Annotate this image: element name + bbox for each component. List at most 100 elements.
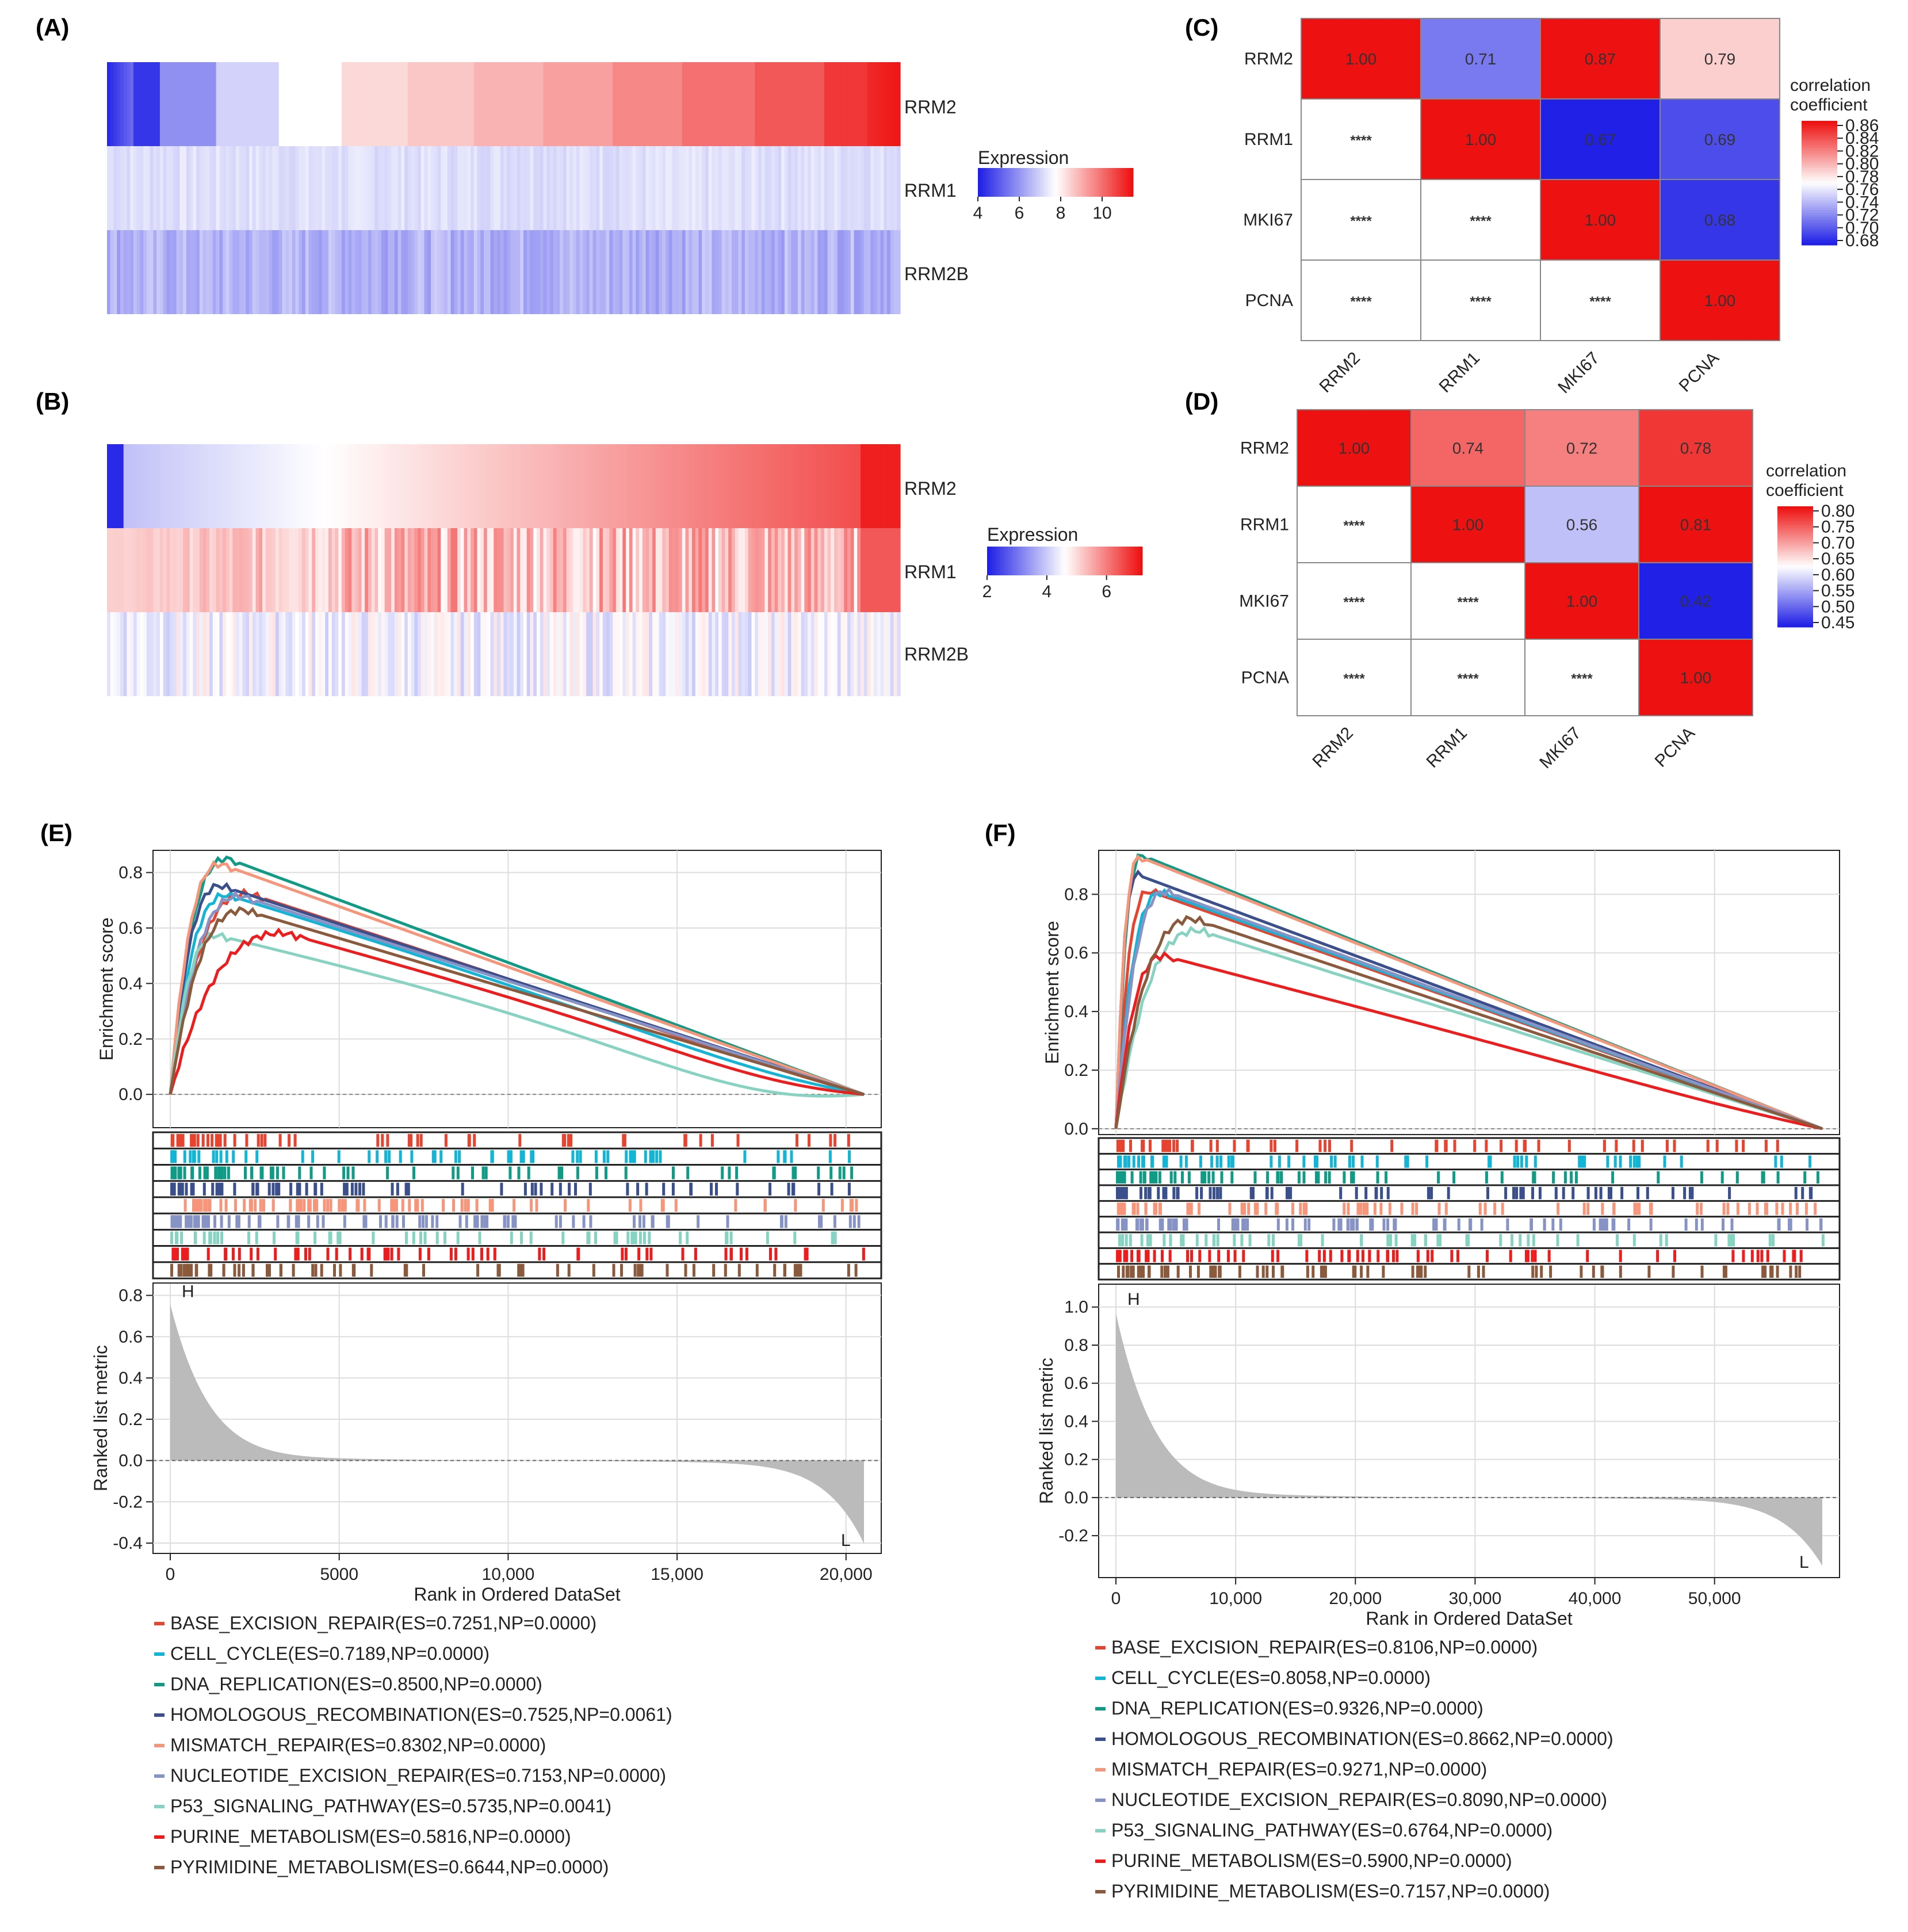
heatmap-cell bbox=[863, 146, 868, 230]
hit-tick bbox=[847, 1134, 850, 1147]
hit-tick bbox=[1246, 1218, 1249, 1231]
heatmap-cell bbox=[675, 62, 679, 146]
heatmap-cell bbox=[484, 528, 488, 612]
heatmap-cell bbox=[500, 528, 504, 612]
heatmap-cell bbox=[371, 230, 376, 314]
hit-tick bbox=[1629, 1155, 1632, 1168]
heatmap-cell bbox=[685, 444, 689, 528]
heatmap-cell bbox=[682, 612, 686, 696]
hit-tick bbox=[1139, 1218, 1142, 1231]
heatmap-cell bbox=[136, 146, 141, 230]
heatmap-cell bbox=[560, 230, 564, 314]
hit-tick bbox=[1160, 1265, 1164, 1278]
heatmap-cell bbox=[668, 444, 673, 528]
heatmap-cell bbox=[113, 612, 117, 696]
heatmap-cell bbox=[810, 444, 815, 528]
heatmap-cell bbox=[877, 230, 881, 314]
hit-tick bbox=[1457, 1218, 1460, 1231]
colorbar-swatch bbox=[1099, 168, 1103, 197]
heatmap-cell bbox=[153, 62, 157, 146]
heatmap-cell bbox=[880, 612, 884, 696]
heatmap-cell bbox=[202, 528, 207, 612]
heatmap-cell bbox=[857, 444, 861, 528]
heatmap-cell bbox=[834, 146, 838, 230]
corr-value-label: 1.00 bbox=[1585, 211, 1616, 229]
heatmap-cell bbox=[632, 230, 636, 314]
heatmap-cell bbox=[887, 612, 891, 696]
heatmap-cell bbox=[140, 528, 144, 612]
heatmap-cell bbox=[384, 146, 388, 230]
hit-tick bbox=[490, 1150, 494, 1163]
heatmap-cell bbox=[863, 612, 868, 696]
hit-tick bbox=[620, 1263, 623, 1277]
heatmap-cell bbox=[718, 230, 722, 314]
heatmap-cell bbox=[335, 230, 339, 314]
heatmap-cell bbox=[652, 528, 656, 612]
heatmap-cell bbox=[166, 612, 170, 696]
hit-tick bbox=[404, 1182, 408, 1196]
hit-tick bbox=[1209, 1187, 1212, 1200]
heatmap-cell bbox=[808, 612, 812, 696]
heatmap-cell bbox=[179, 612, 183, 696]
heatmap-cell bbox=[741, 62, 745, 146]
heatmap-cell bbox=[698, 62, 702, 146]
heatmap-cell bbox=[447, 230, 452, 314]
hit-tick bbox=[313, 1231, 317, 1244]
heatmap-cell bbox=[586, 230, 590, 314]
hit-tick bbox=[305, 1182, 308, 1196]
heatmap-cell bbox=[431, 612, 435, 696]
hit-tick bbox=[1195, 1187, 1199, 1200]
colorbar-swatch bbox=[1004, 168, 1007, 197]
hit-tick bbox=[1443, 1218, 1447, 1231]
heatmap-cell bbox=[295, 62, 299, 146]
heatmap-cell bbox=[834, 230, 838, 314]
heatmap-cell bbox=[420, 62, 425, 146]
hit-tick bbox=[1168, 1250, 1172, 1262]
colorbar-swatch bbox=[1054, 547, 1057, 575]
hit-tick bbox=[1453, 1140, 1456, 1152]
heatmap-cell bbox=[285, 146, 289, 230]
heatmap-cell bbox=[219, 528, 223, 612]
heatmap-cell bbox=[844, 230, 848, 314]
hit-tick bbox=[1478, 1202, 1482, 1215]
heatmap-cell bbox=[464, 528, 468, 612]
hit-tick bbox=[1788, 1218, 1791, 1231]
heatmap-cell bbox=[159, 528, 164, 612]
hit-tick bbox=[481, 1166, 485, 1179]
heatmap-cell bbox=[659, 528, 663, 612]
heatmap-cell bbox=[517, 230, 521, 314]
heatmap-cell bbox=[850, 444, 855, 528]
heatmap-cell bbox=[262, 62, 266, 146]
colorbar-swatch bbox=[1777, 610, 1813, 613]
heatmap-cell bbox=[371, 612, 376, 696]
heatmap-cell bbox=[573, 444, 577, 528]
hit-tick bbox=[1311, 1265, 1315, 1278]
heatmap-cell bbox=[503, 230, 507, 314]
heatmap-cell bbox=[434, 528, 438, 612]
heatmap-cell bbox=[444, 612, 448, 696]
hit-tick bbox=[743, 1150, 747, 1163]
heatmap-cell bbox=[890, 612, 894, 696]
heatmap-cell bbox=[536, 62, 541, 146]
colorbar-swatch bbox=[1042, 168, 1046, 197]
heatmap-cell bbox=[427, 528, 431, 612]
heatmap-cell bbox=[599, 230, 603, 314]
corr-value-label: 0.72 bbox=[1566, 440, 1598, 457]
hit-tick bbox=[1531, 1187, 1534, 1200]
heatmap-cell bbox=[715, 444, 719, 528]
heatmap-cell bbox=[639, 62, 643, 146]
colorbar-swatch bbox=[1777, 620, 1813, 623]
heatmap-cell bbox=[487, 62, 491, 146]
hit-tick bbox=[1129, 1234, 1132, 1247]
heatmap-cell bbox=[282, 528, 286, 612]
hit-tick bbox=[1532, 1234, 1535, 1247]
heatmap-cell bbox=[844, 444, 848, 528]
heatmap-cell bbox=[606, 528, 610, 612]
hit-tick bbox=[179, 1182, 182, 1196]
hit-tick bbox=[362, 1182, 365, 1196]
heatmap-cell bbox=[285, 230, 289, 314]
colorbar-swatch bbox=[1108, 547, 1112, 575]
heatmap-cell bbox=[744, 444, 749, 528]
heatmap-cell bbox=[239, 146, 243, 230]
